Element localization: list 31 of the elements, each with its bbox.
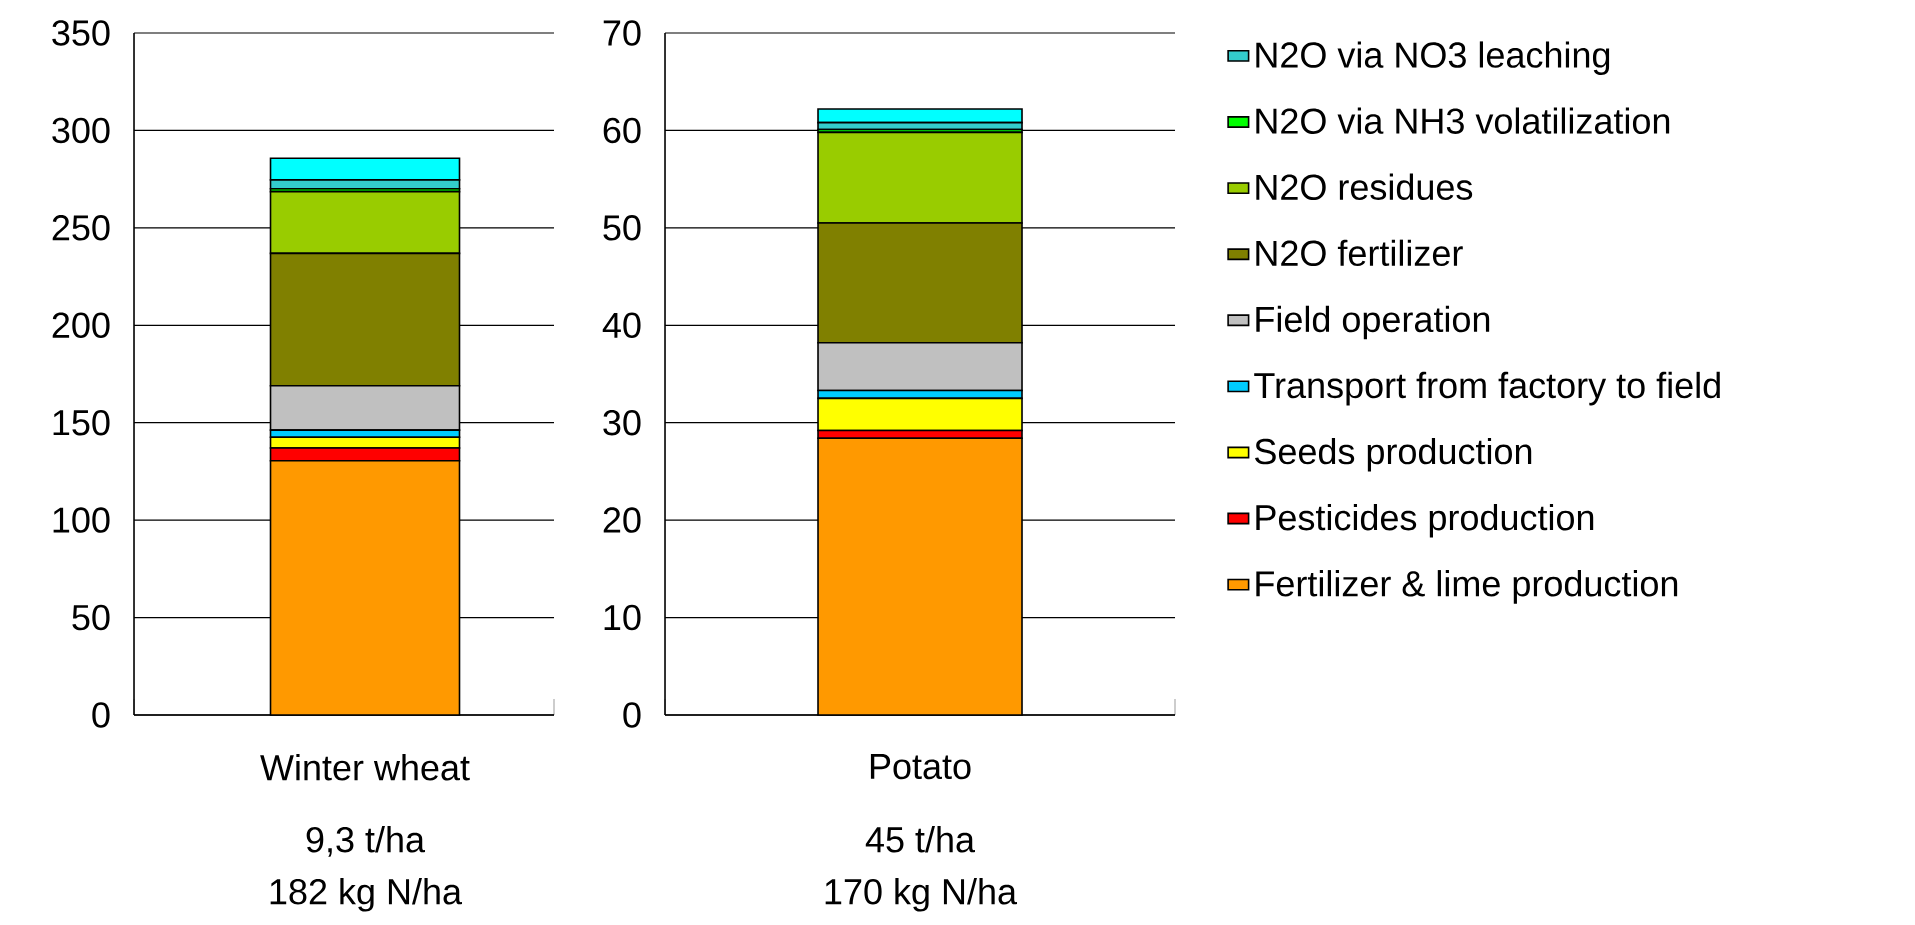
y-tick-label: 40 xyxy=(602,312,641,339)
text: 182 kg N/ha xyxy=(270,878,463,912)
y-tick-label: 50 xyxy=(72,604,110,631)
legend-label: N2O fertilizer xyxy=(1256,239,1463,267)
y-tick-label: 350 xyxy=(52,20,110,46)
y-tick-label: 10 xyxy=(604,604,641,631)
x-tick-label: Winter wheat xyxy=(260,754,470,781)
legend-label: Transport from factory to field xyxy=(1254,371,1720,406)
y-tick-label: 30 xyxy=(603,409,641,436)
y-tick-label: 60 xyxy=(603,117,641,144)
y-tick-label: 0 xyxy=(92,702,110,728)
y-tick-label: 50 xyxy=(603,215,641,241)
legend-label: N2O via NH3 volatilization xyxy=(1256,107,1670,134)
y-tick-label: 0 xyxy=(623,702,641,728)
x-tick-label: Potato xyxy=(870,754,971,780)
y-tick-label: 250 xyxy=(52,215,110,241)
y-tick-label: 200 xyxy=(52,312,110,339)
y-tick-label: 150 xyxy=(53,409,110,436)
text: 9,3 t/ha xyxy=(306,826,426,857)
text: 170 kg N/ha xyxy=(825,878,1018,912)
legend-label: N2O residues xyxy=(1256,173,1473,200)
y-tick-label: 100 xyxy=(53,507,110,533)
y-tick-label: 300 xyxy=(52,117,110,144)
legend-label: Seeds production xyxy=(1255,437,1532,472)
legend-label: Fertilizer & lime production xyxy=(1256,570,1678,604)
legend-label: Field operation xyxy=(1256,305,1490,340)
legend-label: N2O via NO3 leaching xyxy=(1256,41,1610,75)
y-tick-label: 20 xyxy=(603,507,641,533)
legend-label: Pesticides production xyxy=(1256,503,1594,538)
y-tick-label: 70 xyxy=(603,20,641,46)
text: 45 t/ha xyxy=(865,826,976,853)
